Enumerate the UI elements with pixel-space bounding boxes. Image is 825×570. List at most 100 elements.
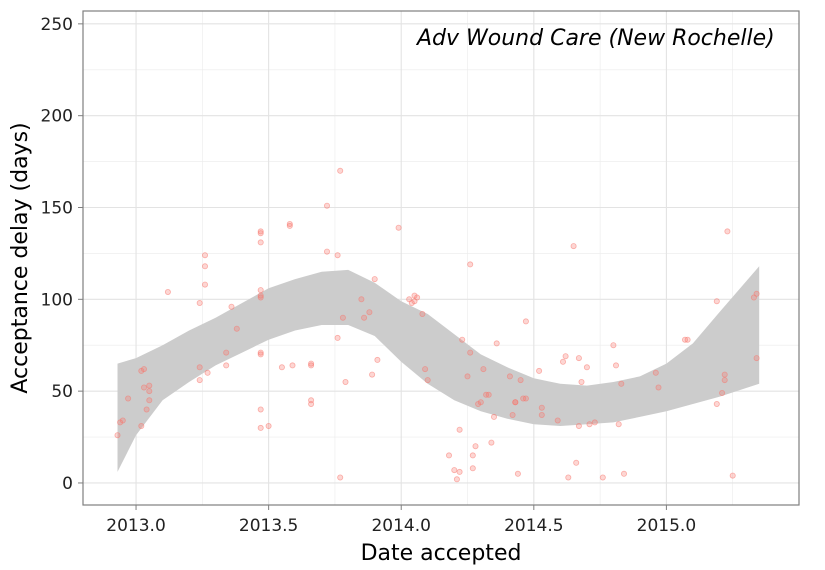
data-point (721, 371, 728, 378)
data-point (422, 366, 429, 373)
data-point (610, 342, 617, 349)
data-point (459, 336, 466, 343)
data-point (257, 424, 264, 431)
data-point (618, 380, 625, 387)
data-point (721, 377, 728, 384)
data-point (724, 228, 731, 235)
data-point (308, 400, 315, 407)
data-point (538, 404, 545, 411)
data-point (289, 362, 296, 369)
data-point (414, 294, 421, 301)
data-point (753, 290, 760, 297)
data-point (615, 421, 622, 428)
data-point (456, 426, 463, 433)
data-point (684, 336, 691, 343)
data-point (477, 399, 484, 406)
y-tick-label: 250 (41, 15, 73, 35)
y-tick-label: 150 (41, 198, 73, 218)
x-tick-label: 2014.5 (504, 516, 563, 536)
data-point (138, 422, 145, 429)
data-point (337, 474, 344, 481)
data-point (565, 474, 572, 481)
data-point (201, 281, 208, 288)
data-point (257, 228, 264, 235)
data-point (323, 202, 330, 209)
data-point (257, 287, 264, 294)
y-axis-ticks: 0 50 100 150 200 250 (41, 15, 83, 494)
data-point (464, 373, 471, 380)
data-point (146, 382, 153, 389)
x-axis-ticks: 2013.0 2013.5 2014.0 2014.5 2015.0 (106, 505, 696, 536)
data-point (451, 467, 458, 474)
data-point (719, 389, 726, 396)
y-tick-label: 50 (51, 382, 73, 402)
data-point (257, 349, 264, 356)
data-point (201, 263, 208, 270)
data-point (554, 417, 561, 424)
data-point (575, 355, 582, 362)
data-point (334, 334, 341, 341)
data-point (469, 465, 476, 472)
data-point (233, 325, 240, 332)
data-point (114, 432, 121, 439)
data-point (469, 452, 476, 459)
data-point (140, 366, 147, 373)
data-point (308, 360, 315, 367)
data-point (339, 314, 346, 321)
plot-panel (83, 11, 799, 505)
data-point (265, 422, 272, 429)
data-point (196, 377, 203, 384)
panel-border (82, 10, 800, 506)
data-point (323, 248, 330, 255)
data-point (586, 421, 593, 428)
data-point (488, 439, 495, 446)
data-point (485, 391, 492, 398)
data-point (257, 351, 264, 358)
data-point (278, 364, 285, 371)
data-point (286, 222, 293, 229)
data-point (257, 294, 264, 301)
data-point (713, 298, 720, 305)
data-point (337, 167, 344, 174)
data-point (509, 411, 516, 418)
data-point (140, 384, 147, 391)
data-point (286, 220, 293, 227)
y-axis-title: Acceptance delay (days) (8, 122, 33, 393)
data-point (196, 299, 203, 306)
data-point (560, 358, 567, 365)
data-point (257, 406, 264, 413)
data-point (490, 413, 497, 420)
data-points (114, 167, 760, 483)
data-point (467, 349, 474, 356)
data-point (164, 288, 171, 295)
data-point (599, 474, 606, 481)
data-point (395, 224, 402, 231)
data-point (143, 406, 150, 413)
data-point (472, 443, 479, 450)
data-point (652, 369, 659, 376)
data-point (201, 252, 208, 259)
data-point (517, 377, 524, 384)
data-point (573, 459, 580, 466)
data-point (366, 309, 373, 316)
data-point (223, 362, 230, 369)
confidence-ribbon (117, 266, 760, 472)
data-point (536, 367, 543, 374)
data-point (591, 419, 598, 426)
y-tick-label: 100 (41, 290, 73, 310)
data-point (358, 296, 365, 303)
data-point (257, 239, 264, 246)
data-point (146, 397, 153, 404)
data-point (257, 292, 264, 299)
x-tick-label: 2013.5 (239, 516, 298, 536)
data-point (334, 252, 341, 259)
data-point (621, 470, 628, 477)
data-point (493, 340, 500, 347)
y-tick-label: 200 (41, 107, 73, 127)
data-point (223, 349, 230, 356)
x-tick-label: 2013.0 (106, 516, 165, 536)
data-point (753, 355, 760, 362)
data-point (522, 318, 529, 325)
data-point (506, 373, 513, 380)
